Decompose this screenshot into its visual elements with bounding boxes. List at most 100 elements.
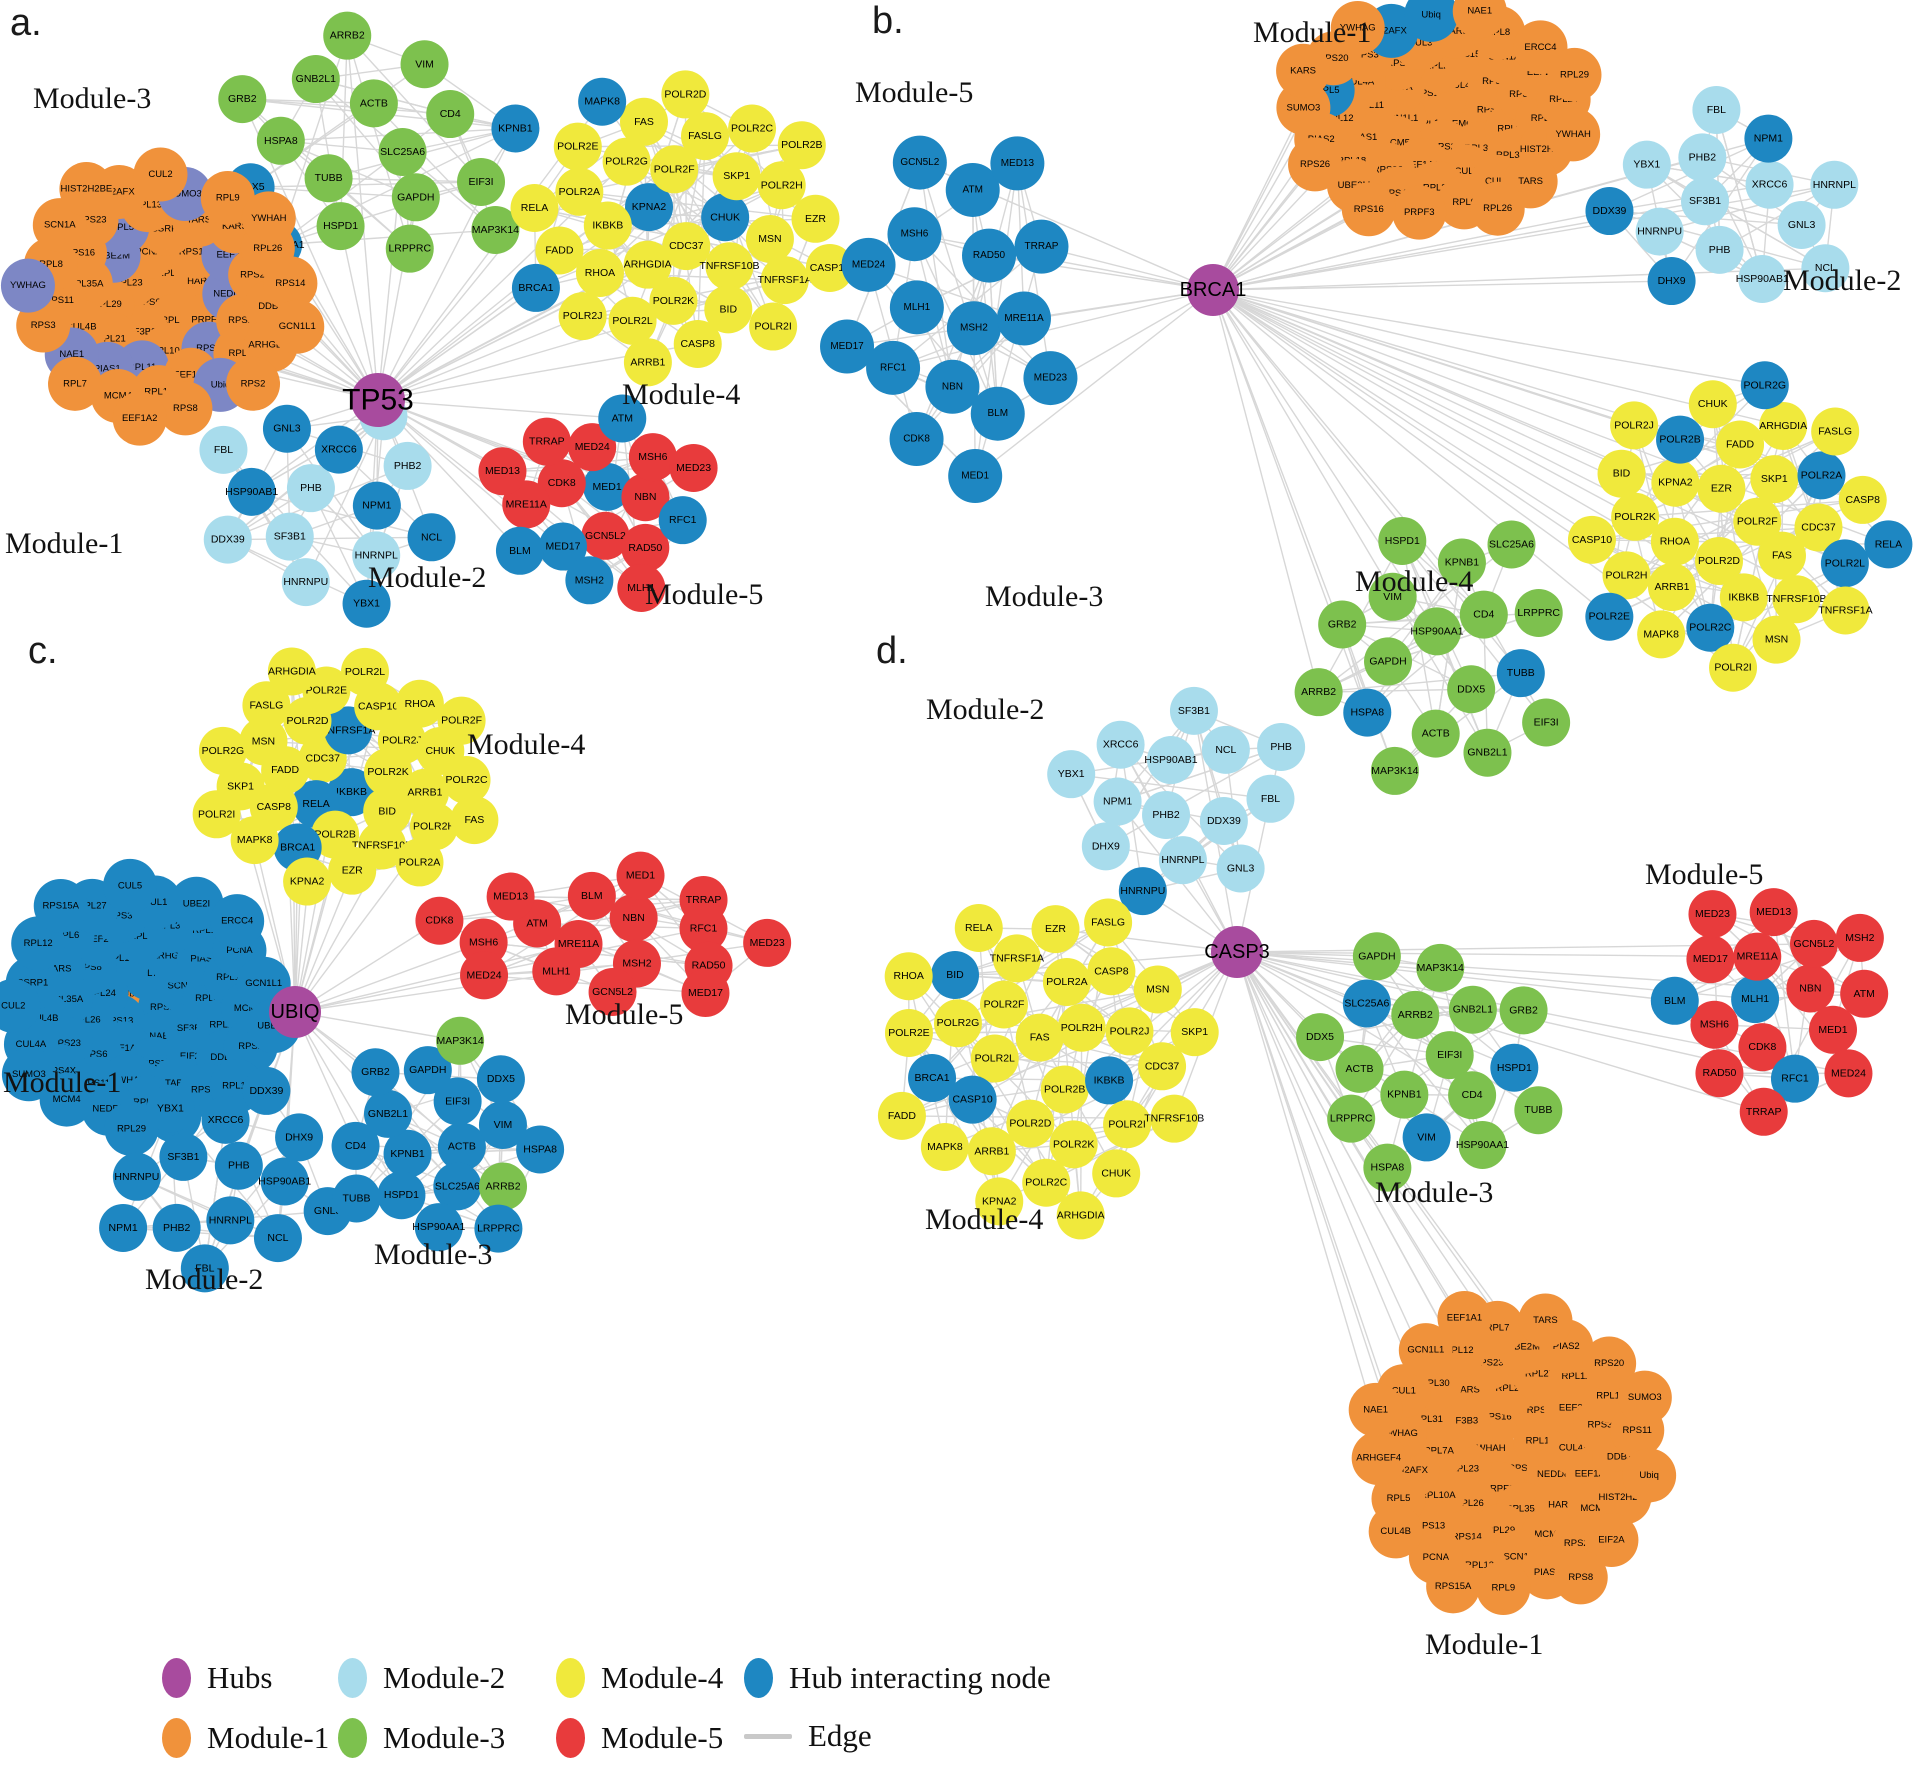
gene-label: EEF1A1 (1404, 160, 1439, 171)
legend-label: Module-5 (601, 1720, 724, 1755)
gene-label: RPS3 (31, 320, 56, 331)
panel-letter-a: a. (10, 2, 42, 44)
gene-node (410, 802, 459, 851)
gene-node (1330, 0, 1385, 55)
gene-node (450, 796, 499, 845)
gene-label: CHUK (425, 745, 455, 757)
gene-label: ERCC4 (1524, 42, 1556, 53)
gene-label: ACTB (1346, 1063, 1374, 1075)
module-5-swatch (556, 1718, 585, 1758)
gene-node (241, 191, 296, 246)
gene-node (558, 292, 607, 341)
gene-label: ARRB2 (1398, 1009, 1433, 1021)
gene-label: TNFRSF1A (1818, 604, 1872, 616)
gene-node (1553, 1550, 1608, 1605)
gene-label: RPL13 (1465, 1560, 1494, 1571)
gene-label: LRPPRC (477, 1223, 520, 1235)
legend-item-hub-interacting-node: Hub interacting node (744, 1658, 1051, 1698)
gene-label: SSRP1 (17, 978, 48, 989)
gene-node (1411, 709, 1460, 758)
gene-node (436, 1016, 485, 1065)
gene-node (304, 154, 353, 203)
gene-label: RPS14 (1414, 88, 1444, 99)
gene-label: CUL5 (1454, 166, 1478, 177)
gene-label: CASP8 (1846, 494, 1881, 506)
gene-node (1335, 1044, 1384, 1093)
gene-label: RPL6 (157, 268, 181, 279)
gene-node (1199, 797, 1248, 846)
gene-node (311, 810, 360, 859)
gene-label: RPL24 (1496, 1383, 1525, 1394)
gene-label: TNFRSF1A (321, 724, 375, 736)
gene-node (1146, 736, 1195, 785)
gene-node (1352, 932, 1401, 981)
gene-node (1288, 137, 1343, 192)
gene-node (1416, 943, 1465, 992)
gene-label: HNRNPU (283, 576, 328, 588)
node-layer: SLC25A6 TUBB ACTB GAPDH HSPA8 CD4 HSPD1 GNB2L1 E… (0, 11, 854, 628)
gene-label: CASP8 (257, 801, 292, 813)
gene-label: CDC37 (305, 753, 340, 765)
gene-label: MRE11A (1004, 313, 1044, 324)
gene-label: RPL7 (63, 378, 87, 389)
gene-label: CDK8 (903, 434, 930, 445)
gene-label: CASP8 (1094, 965, 1129, 977)
gene-label: BID (1613, 468, 1631, 480)
gene-node (679, 875, 728, 924)
gene-label: RFC1 (880, 362, 907, 373)
gene-node (1487, 520, 1536, 569)
gene-label: RPS11 (1623, 1425, 1652, 1436)
gene-node (1820, 539, 1869, 588)
gene-node (104, 1101, 159, 1156)
gene-node (777, 121, 826, 170)
gene-node (1585, 187, 1634, 236)
panel-letter-c: c. (28, 630, 58, 672)
gene-label: POLR2B (1659, 434, 1700, 446)
gene-label: KPNB1 (498, 122, 533, 134)
gene-label: EZR (1045, 923, 1066, 935)
gene-label: YBX1 (1058, 768, 1085, 780)
gene-node (1341, 182, 1396, 237)
module-label: Module-5 (645, 578, 764, 611)
gene-label: POLR2F (1737, 516, 1778, 528)
gene-node (1452, 0, 1507, 39)
gene-node (1318, 600, 1367, 649)
gene-node (884, 952, 933, 1001)
gene-label: HSP90AA1 (1456, 1139, 1509, 1151)
gene-node (59, 162, 114, 217)
gene-label: ATM (963, 184, 983, 195)
gene-label: BLM (509, 545, 531, 557)
gene-label: FAS (464, 814, 484, 826)
gene-label: CASP10 (1572, 534, 1612, 546)
gene-node (281, 558, 330, 607)
gene-label: MCM4 (104, 391, 132, 402)
gene-node (1647, 257, 1696, 306)
gene-label: GNB2L1 (1453, 1004, 1493, 1016)
gene-node (1216, 844, 1265, 893)
gene-label: RPL14 (1526, 1436, 1555, 1447)
gene-label: NBN (1799, 982, 1821, 994)
gene-label: SF3B3 (1449, 1415, 1478, 1426)
gene-node (669, 443, 718, 492)
gene-node (617, 563, 666, 612)
gene-node (1437, 538, 1486, 587)
gene-label: FBL (195, 1262, 214, 1274)
gene-node (749, 302, 798, 351)
gene-label: GCN1L1 (279, 321, 316, 332)
gene-label: YWHAH (1470, 1443, 1506, 1454)
gene-label: MSN (252, 735, 275, 747)
gene-label: GAPDH (409, 1064, 446, 1076)
gene-label: POLR2A (1046, 976, 1087, 988)
gene-node (1635, 207, 1684, 256)
gene-node (1006, 1099, 1055, 1148)
gene-label: MED17 (830, 341, 864, 352)
gene-node (1118, 867, 1167, 916)
gene-label: CD4 (345, 1140, 366, 1152)
module-label: Module-1 (1425, 1628, 1544, 1661)
gene-node (1518, 1293, 1573, 1348)
gene-node (1789, 919, 1838, 968)
module-label: Module-2 (145, 1263, 264, 1296)
gene-label: RHOA (894, 970, 924, 982)
gene-label: DDB1 (258, 301, 283, 312)
gene-label: MCM4 (1534, 1529, 1562, 1540)
